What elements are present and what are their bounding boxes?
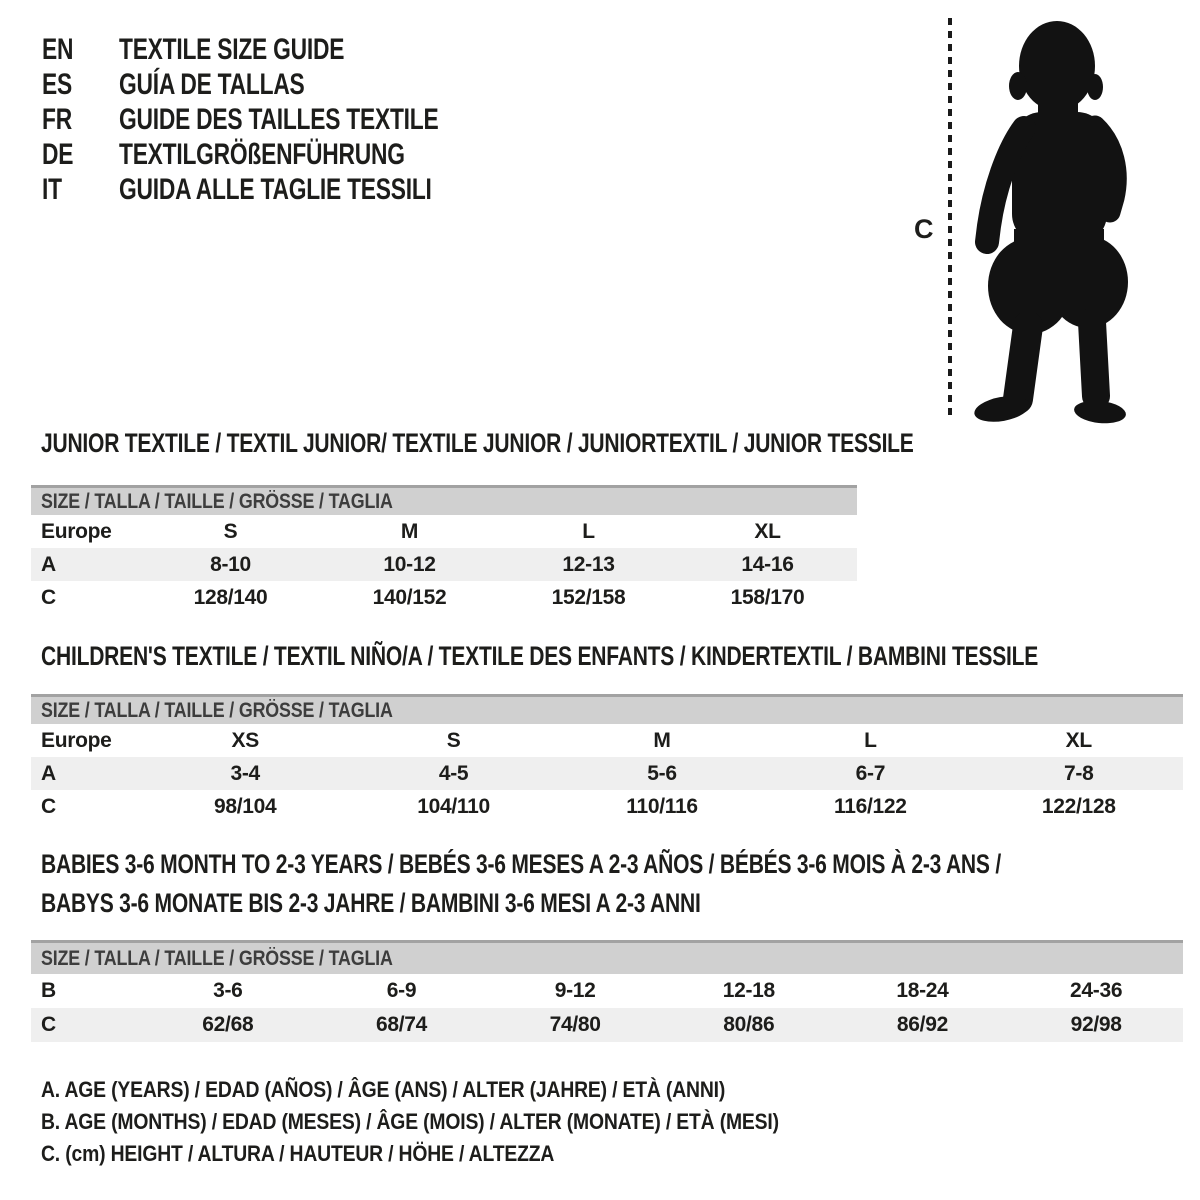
row-label: C bbox=[31, 1008, 141, 1042]
size-cell: 74/80 bbox=[488, 1008, 662, 1042]
language-title-list: EN TEXTILE SIZE GUIDE ES GUÍA DE TALLAS … bbox=[42, 32, 539, 207]
size-cell: 152/158 bbox=[551, 585, 626, 609]
size-cell: 140/152 bbox=[372, 585, 447, 609]
size-header-cell: SIZE / TALLA / TAILLE / GRÖSSE / TAGLIA bbox=[31, 940, 1183, 974]
height-dashed-line bbox=[948, 18, 952, 416]
babies-section-title: BABIES 3-6 MONTH TO 2-3 YEARS / BEBÉS 3-… bbox=[41, 845, 1001, 923]
babies-title-line2: BABYS 3-6 MONATE BIS 2-3 JAHRE / BAMBINI… bbox=[41, 888, 701, 918]
size-cell: 122/128 bbox=[1041, 794, 1116, 818]
language-row-it: IT GUIDA ALLE TAGLIE TESSILI bbox=[42, 172, 539, 207]
size-cell: 110/116 bbox=[626, 794, 698, 818]
language-code-en: EN bbox=[42, 32, 74, 66]
row-label: C bbox=[41, 585, 56, 609]
size-cell: L bbox=[864, 728, 877, 752]
size-cell: XL bbox=[1065, 728, 1093, 752]
language-row-de: DE TEXTILGRÖßENFÜHRUNG bbox=[42, 137, 539, 172]
page-title-de: TEXTILGRÖßENFÜHRUNG bbox=[119, 137, 405, 171]
toddler-silhouette-icon bbox=[974, 21, 1128, 424]
size-cell: XL bbox=[754, 519, 781, 543]
size-cell: 10-12 bbox=[320, 548, 499, 581]
table-row-height-cm: C 62/68 68/74 74/80 80/86 86/92 92/98 bbox=[31, 1008, 1183, 1042]
row-label: A bbox=[31, 757, 141, 790]
size-cell: 6-7 bbox=[766, 757, 975, 790]
size-header-label: SIZE / TALLA / TAILLE / GRÖSSE / TAGLIA bbox=[41, 946, 393, 970]
size-header-row: SIZE / TALLA / TAILLE / GRÖSSE / TAGLIA bbox=[31, 940, 1183, 974]
size-cell: 68/74 bbox=[314, 1008, 489, 1042]
size-cell: 18-24 bbox=[896, 979, 949, 1002]
size-cell: 9-12 bbox=[554, 979, 596, 1002]
page-title-en: TEXTILE SIZE GUIDE bbox=[119, 32, 345, 66]
size-header-label: SIZE / TALLA / TAILLE / GRÖSSE / TAGLIA bbox=[41, 489, 393, 513]
language-row-en: EN TEXTILE SIZE GUIDE bbox=[42, 32, 539, 67]
size-cell: 128/140 bbox=[193, 585, 268, 609]
size-cell: 86/92 bbox=[835, 1008, 1010, 1042]
page-title-es: GUÍA DE TALLAS bbox=[119, 67, 305, 101]
footnote-c-height: C. (cm) HEIGHT / ALTURA / HAUTEUR / HÖHE… bbox=[41, 1141, 555, 1166]
size-header-cell: SIZE / TALLA / TAILLE / GRÖSSE / TAGLIA bbox=[31, 485, 857, 515]
size-header-row: SIZE / TALLA / TAILLE / GRÖSSE / TAGLIA bbox=[31, 485, 857, 515]
size-cell: 98/104 bbox=[213, 794, 277, 818]
children-section-title: CHILDREN'S TEXTILE / TEXTIL NIÑO/A / TEX… bbox=[41, 641, 1039, 671]
size-cell: 62/68 bbox=[141, 1008, 315, 1042]
language-code-fr: FR bbox=[42, 102, 72, 136]
size-cell: S bbox=[223, 519, 238, 543]
language-row-fr: FR GUIDE DES TAILLES TEXTILE bbox=[42, 102, 539, 137]
table-row-europe: Europe S M L XL bbox=[31, 515, 857, 548]
page-title-fr: GUIDE DES TAILLES TEXTILE bbox=[119, 102, 439, 136]
row-label: B bbox=[41, 979, 56, 1002]
size-cell: 8-10 bbox=[141, 548, 320, 581]
size-cell: 5-6 bbox=[557, 757, 767, 790]
size-header-row: SIZE / TALLA / TAILLE / GRÖSSE / TAGLIA bbox=[31, 694, 1183, 724]
size-cell: 14-16 bbox=[678, 548, 857, 581]
language-code-de: DE bbox=[42, 137, 74, 171]
table-row-height-cm: C 128/140 140/152 152/158 158/170 bbox=[31, 581, 857, 614]
footnote-legend: A. AGE (YEARS) / EDAD (AÑOS) / ÂGE (ANS)… bbox=[41, 1074, 879, 1170]
footnote-b-age-months: B. AGE (MONTHS) / EDAD (MESES) / ÂGE (MO… bbox=[41, 1109, 779, 1134]
language-code-it: IT bbox=[42, 172, 62, 206]
size-cell: XS bbox=[231, 728, 259, 752]
row-label: C bbox=[41, 794, 56, 818]
language-code-es: ES bbox=[42, 67, 72, 101]
babies-size-table: SIZE / TALLA / TAILLE / GRÖSSE / TAGLIA … bbox=[31, 940, 1183, 1042]
size-cell: S bbox=[446, 728, 461, 752]
size-header-label: SIZE / TALLA / TAILLE / GRÖSSE / TAGLIA bbox=[41, 698, 393, 722]
size-cell: 6-9 bbox=[386, 979, 417, 1002]
table-row-age-months: B 3-6 6-9 9-12 12-18 18-24 24-36 bbox=[31, 974, 1183, 1008]
size-cell: 4-5 bbox=[349, 757, 558, 790]
table-row-europe: Europe XS S M L XL bbox=[31, 724, 1183, 757]
height-measure-label: C bbox=[914, 214, 934, 244]
size-cell: M bbox=[400, 519, 419, 543]
size-cell: 92/98 bbox=[1009, 1008, 1183, 1042]
size-cell: 104/110 bbox=[417, 794, 490, 818]
table-row-height-cm: C 98/104 104/110 110/116 116/122 122/128 bbox=[31, 790, 1183, 823]
row-label: A bbox=[31, 548, 141, 581]
size-cell: 116/122 bbox=[834, 794, 907, 818]
junior-size-table: SIZE / TALLA / TAILLE / GRÖSSE / TAGLIA … bbox=[31, 485, 857, 614]
size-cell: L bbox=[582, 519, 595, 543]
size-cell: 12-13 bbox=[499, 548, 678, 581]
size-cell: 80/86 bbox=[661, 1008, 836, 1042]
footnote-a-age-years: A. AGE (YEARS) / EDAD (AÑOS) / ÂGE (ANS)… bbox=[41, 1077, 726, 1102]
size-cell: 3-6 bbox=[213, 979, 243, 1002]
babies-title-line1: BABIES 3-6 MONTH TO 2-3 YEARS / BEBÉS 3-… bbox=[41, 849, 1001, 879]
table-row-age-years: A 3-4 4-5 5-6 6-7 7-8 bbox=[31, 757, 1183, 790]
size-cell: 3-4 bbox=[141, 757, 350, 790]
size-cell: 12-18 bbox=[722, 979, 776, 1002]
children-size-table: SIZE / TALLA / TAILLE / GRÖSSE / TAGLIA … bbox=[31, 694, 1183, 823]
row-label: Europe bbox=[41, 728, 112, 752]
size-cell: 158/170 bbox=[730, 585, 805, 609]
junior-section-title: JUNIOR TEXTILE / TEXTIL JUNIOR/ TEXTILE … bbox=[41, 428, 914, 458]
table-row-age-years: A 8-10 10-12 12-13 14-16 bbox=[31, 548, 857, 581]
size-header-cell: SIZE / TALLA / TAILLE / GRÖSSE / TAGLIA bbox=[31, 694, 1183, 724]
page-title-it: GUIDA ALLE TAGLIE TESSILI bbox=[119, 172, 432, 206]
size-cell: 7-8 bbox=[974, 757, 1183, 790]
size-cell: M bbox=[653, 728, 671, 752]
size-cell: 24-36 bbox=[1070, 979, 1123, 1002]
row-label: Europe bbox=[41, 519, 112, 543]
language-row-es: ES GUÍA DE TALLAS bbox=[42, 67, 539, 102]
